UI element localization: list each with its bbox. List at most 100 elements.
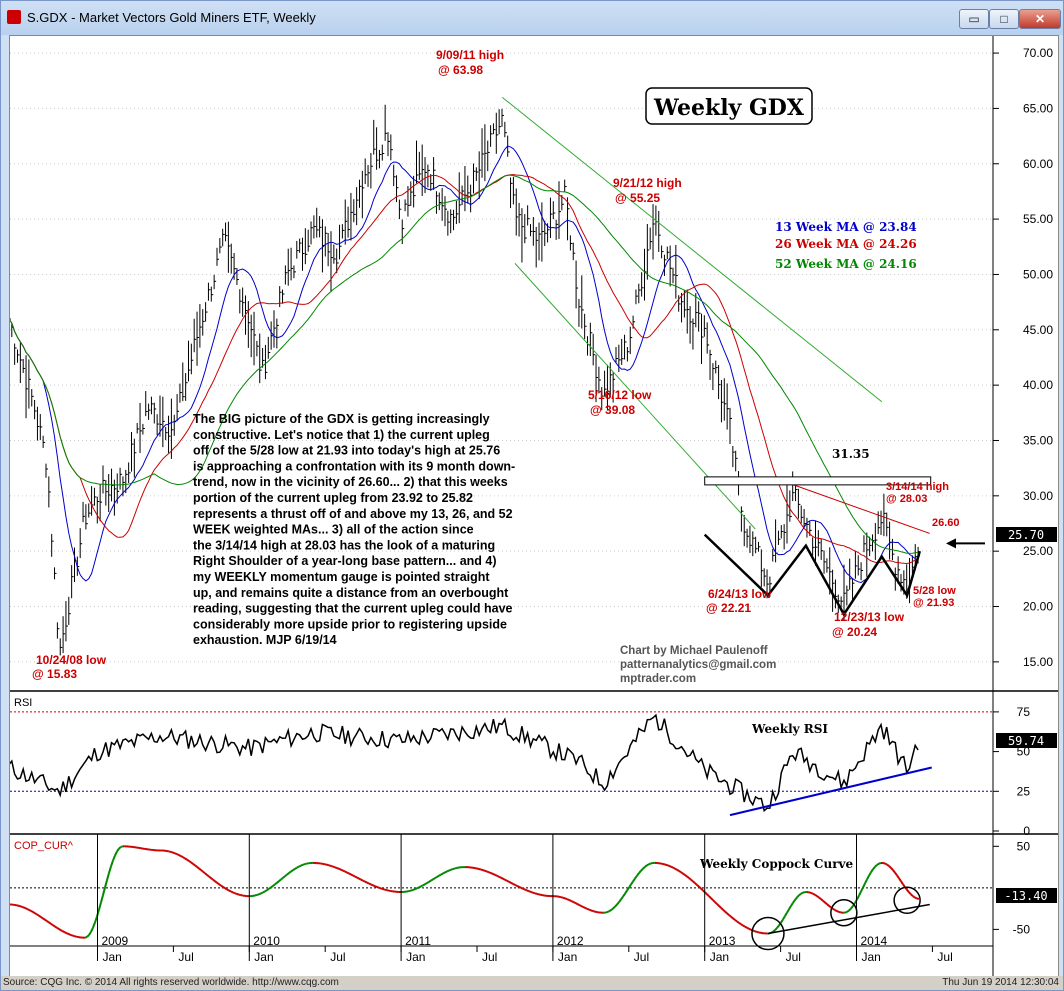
cop-segment [416, 886, 420, 890]
price-tick-label: 55.00 [1023, 212, 1053, 226]
annot-low-2008-b: @ 15.83 [32, 667, 77, 681]
cop-segment [888, 865, 892, 869]
last-rsi-box [996, 733, 1057, 748]
cop-segment [910, 893, 914, 897]
close-button[interactable]: ✕ [1019, 9, 1061, 29]
cop-segment [294, 866, 298, 870]
cop-segment [786, 908, 790, 914]
cop-segment [516, 884, 520, 888]
commentary-line: the 3/14/14 high at 28.03 has the look o… [193, 538, 495, 552]
cop-segment [900, 880, 904, 885]
chart-area[interactable]: 70.00 65.00 60.00 55.00 50.00 45.00 40.00 35.00… [8, 35, 1059, 977]
cop-segment [626, 887, 630, 892]
cop-segment [608, 909, 612, 913]
cop-segment [16, 904, 20, 907]
cop-segment [236, 893, 240, 896]
cop-segment [732, 917, 736, 921]
cop-segment [648, 862, 652, 866]
cop-segment [566, 898, 570, 901]
cop-segment [484, 869, 488, 873]
price-tick-label: 40.00 [1023, 378, 1053, 392]
cop-segment [354, 875, 358, 879]
cop-trendline [767, 903, 930, 935]
cop-segment [592, 910, 596, 913]
cop-segment [44, 918, 48, 922]
title-bar[interactable]: S.GDX - Market Vectors Gold Miners ETF, … [1, 1, 1063, 35]
cop-segment [40, 916, 44, 920]
cop-segment [782, 915, 786, 921]
cop-segment [586, 907, 590, 911]
cop-segment [680, 871, 684, 875]
price-tick-label: 50.00 [1023, 267, 1053, 281]
annot-low-may14-b: @ 21.93 [913, 597, 954, 609]
cop-segment [208, 875, 212, 879]
cop-segment [99, 895, 104, 904]
cop-segment [374, 885, 378, 888]
cop-segment [420, 884, 424, 888]
last-price-label: 25.70 [1008, 528, 1044, 542]
cop-segment [486, 870, 490, 874]
cop-segment [614, 903, 618, 908]
cop-segment [570, 899, 574, 903]
cop-segment [510, 881, 514, 885]
cop-segment [820, 898, 824, 902]
annot-high-mar14-b: @ 28.03 [886, 493, 927, 505]
cop-segment [478, 868, 482, 871]
cop-segment [866, 875, 870, 881]
last-cop-box [996, 888, 1057, 903]
cop-segment [774, 927, 778, 931]
cop-segment [426, 881, 430, 884]
cop-segment [590, 909, 594, 912]
status-source: Source: CQG Inc. © 2014 All rights reser… [3, 977, 339, 988]
cop-segment [254, 894, 258, 897]
x-month-label: Jan [558, 950, 577, 964]
price-tick-label: 60.00 [1023, 157, 1053, 171]
cop-segment [572, 900, 576, 904]
cop-segment [734, 919, 738, 923]
cop-segment [494, 873, 498, 877]
cop-segment [738, 921, 742, 926]
cop-segment [338, 867, 342, 871]
cop-segment [892, 869, 896, 874]
cop-segment [850, 905, 854, 910]
cop-segment [754, 930, 758, 933]
cop-segment [170, 850, 174, 854]
cop-segment [88, 931, 92, 936]
cop-segment [784, 912, 788, 917]
annot-high-2011-b: @ 63.98 [438, 63, 483, 77]
cop-segment [688, 877, 692, 881]
cop-segment [856, 895, 860, 900]
cop-segment [780, 918, 784, 924]
cop-segment [480, 868, 484, 872]
cop-segment [276, 880, 280, 884]
cop-segment [24, 907, 28, 910]
cop-title: Weekly Coppock Curve [699, 857, 854, 871]
cop-segment [384, 888, 388, 892]
cop-segment [292, 868, 296, 872]
maximize-button[interactable]: □ [989, 9, 1019, 29]
cop-segment [194, 864, 198, 868]
cop-segment [432, 877, 436, 881]
commentary-line: is approaching a confrontation with its … [193, 459, 515, 473]
cop-segment [726, 912, 730, 916]
x-year-label: 2014 [861, 934, 888, 948]
cop-segment [788, 905, 792, 910]
cop-segment [286, 872, 290, 876]
minimize-button[interactable]: ▭ [959, 9, 989, 29]
annot-high-mar14-a: 3/14/14 high [886, 481, 949, 493]
cop-segment [696, 884, 700, 888]
cop-circle [751, 916, 785, 951]
cop-segment [188, 860, 192, 864]
cop-segment [562, 896, 566, 900]
cop-segment [690, 878, 694, 883]
cop-segment [372, 884, 376, 888]
cop-segment [220, 884, 224, 888]
cop-segment [268, 886, 272, 890]
cop-segment [234, 892, 238, 895]
last-rsi-label: 59.74 [1008, 734, 1044, 748]
cop-segment [332, 865, 336, 869]
cop-segment [454, 866, 458, 870]
credit-site: mptrader.com [620, 673, 696, 685]
cop-segment [814, 893, 818, 897]
cop-segment [482, 869, 486, 872]
